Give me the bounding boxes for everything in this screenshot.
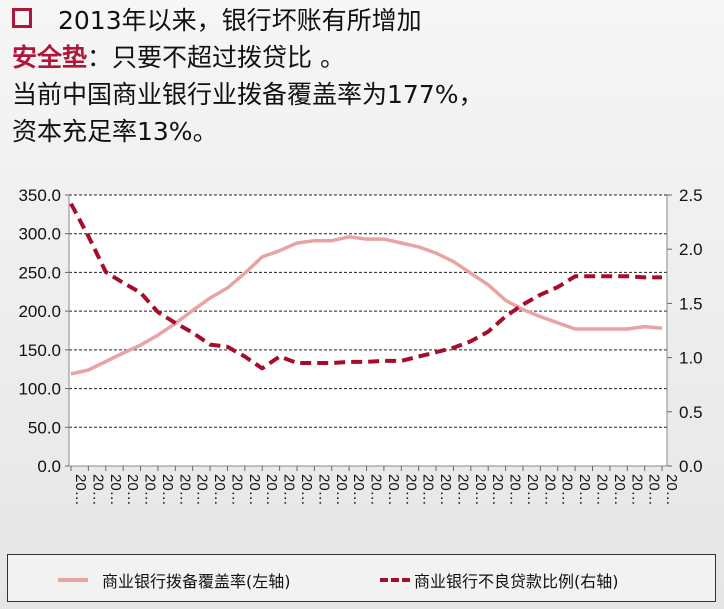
x-axis-tick-label: 20… [385,474,402,506]
left-axis-tick-label: 0.0 [37,457,61,476]
legend-item-left-series: 商业银行拨备覆盖率(左轴) [58,568,291,592]
x-axis-tick-label: 20… [507,474,524,506]
left-axis-tick-label: 150.0 [18,341,61,360]
right-axis-tick-label: 0.5 [679,403,703,422]
legend-label: 商业银行不良贷款比例(右轴) [414,572,619,591]
x-axis-tick-label: 20… [420,474,437,506]
left-axis-tick-label: 200.0 [18,302,61,321]
x-axis-tick-label: 20… [628,474,645,506]
legend-item-right-series: 商业银行不良贷款比例(右轴) [380,568,619,592]
x-axis-tick-label: 20… [333,474,350,506]
x-axis-tick-label: 20… [211,474,228,506]
header-text: 2013年以来，银行坏账有所增加 安全垫：只要不超过拨贷比 。 当前中国商业银行… [12,2,483,150]
x-axis-tick-label: 20… [472,474,489,506]
x-axis-tick-label: 20… [454,474,471,506]
x-axis-tick-label: 20… [524,474,541,506]
right-axis-tick-label: 1.0 [679,349,703,368]
legend-label: 商业银行拨备覆盖率(左轴) [102,572,291,591]
x-axis-tick-label: 20… [594,474,611,506]
x-axis-tick-label: 20… [89,474,106,506]
x-axis-tick-label: 20… [159,474,176,506]
hollow-square-icon [12,8,32,28]
line4-text: 资本充足率13%。 [12,117,218,146]
x-axis-tick-label: 20… [437,474,454,506]
x-axis-tick-label: 20… [142,474,159,506]
right-axis-tick-label: 1.5 [679,294,703,313]
x-axis-tick-label: 20… [281,474,298,506]
x-axis-tick-label: 20… [350,474,367,506]
x-axis-tick-label: 20… [576,474,593,506]
x-axis-tick-label: 20… [124,474,141,506]
dual-axis-line-chart: 0.0 50.0 100.0 150.0 200.0 250.0 300.0 350.0 0.0… [18,186,703,506]
x-axis-tick-label: 20… [646,474,663,506]
line3-text: 当前中国商业银行业拨备覆盖率为177%， [12,80,484,109]
x-axis-tick-label: 20… [559,474,576,506]
left-axis-tick-label: 100.0 [18,380,61,399]
left-axis-tick-label: 250.0 [18,263,61,282]
left-axis-tick-label: 50.0 [28,418,61,437]
x-axis-tick-label: 20… [194,474,211,506]
x-axis-tick-label: 20… [315,474,332,506]
x-axis-tick-label: 20… [663,474,680,506]
x-axis-tick-label: 20… [402,474,419,506]
x-axis-tick-label: 20… [298,474,315,506]
right-axis-tick-label: 2.0 [679,240,703,259]
x-axis-tick-label: 20… [263,474,280,506]
x-axis-tick-label: 20… [228,474,245,506]
highlight-term: 安全垫 [12,43,88,72]
left-axis-tick-label: 300.0 [18,225,61,244]
x-axis-tick-label: 20… [368,474,385,506]
x-axis-tick-label: 20… [489,474,506,506]
legend-swatch-solid [58,578,88,582]
right-axis-tick-label: 2.5 [679,186,703,205]
legend-swatch-dashed [380,578,410,582]
chart-legend: 商业银行拨备覆盖率(左轴) 商业银行不良贷款比例(右轴) [7,554,716,602]
line2-text: ：只要不超过拨贷比 。 [87,43,345,72]
headline: 2013年以来，银行坏账有所增加 [58,6,422,35]
x-axis-tick-label: 20… [611,474,628,506]
x-axis-tick-label: 20… [107,474,124,506]
x-axis-tick-label: 20… [176,474,193,506]
right-axis-tick-label: 0.0 [679,457,703,476]
x-axis-tick-label: 20… [72,474,89,506]
x-axis-tick-label: 20… [246,474,263,506]
series-line-npl-ratio [69,202,662,371]
left-axis-tick-label: 350.0 [18,186,61,205]
x-axis-tick-label: 20… [541,474,558,506]
